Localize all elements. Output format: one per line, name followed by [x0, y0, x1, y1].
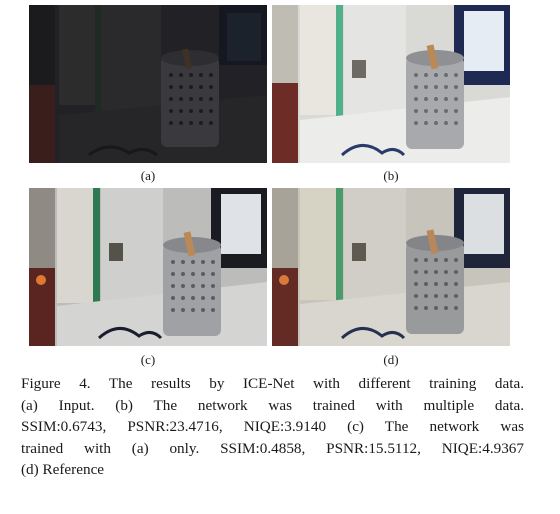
panel-a-photo — [29, 5, 267, 163]
panel-c-label: (c) — [140, 352, 156, 367]
panel-d-label: (d) — [383, 352, 399, 367]
panel-b-label: (b) — [383, 168, 399, 183]
caption-line-2: (a) Input. (b) The network was trained w… — [21, 396, 524, 414]
figure-panel-d — [272, 188, 510, 346]
figure-panel-a — [29, 5, 267, 163]
figure-panel-c — [29, 188, 267, 346]
caption-line-3: SSIM:0.6743, PSNR:23.4716, NIQE:3.9140 (… — [21, 418, 524, 435]
caption-line-4: trained with (a) only. SSIM:0.4858, PSNR… — [21, 439, 524, 457]
figure-panel-b — [272, 5, 510, 163]
caption-line-5: (d) Reference — [21, 461, 105, 478]
panel-a-label: (a) — [140, 168, 156, 183]
figure-caption: Figure 4. The results by ICE-Net with di… — [21, 373, 524, 481]
panel-b-photo — [272, 5, 510, 163]
panel-d-photo — [272, 188, 510, 346]
caption-line-1: Figure 4. The results by ICE-Net with di… — [21, 375, 524, 392]
panel-c-photo — [29, 188, 267, 346]
